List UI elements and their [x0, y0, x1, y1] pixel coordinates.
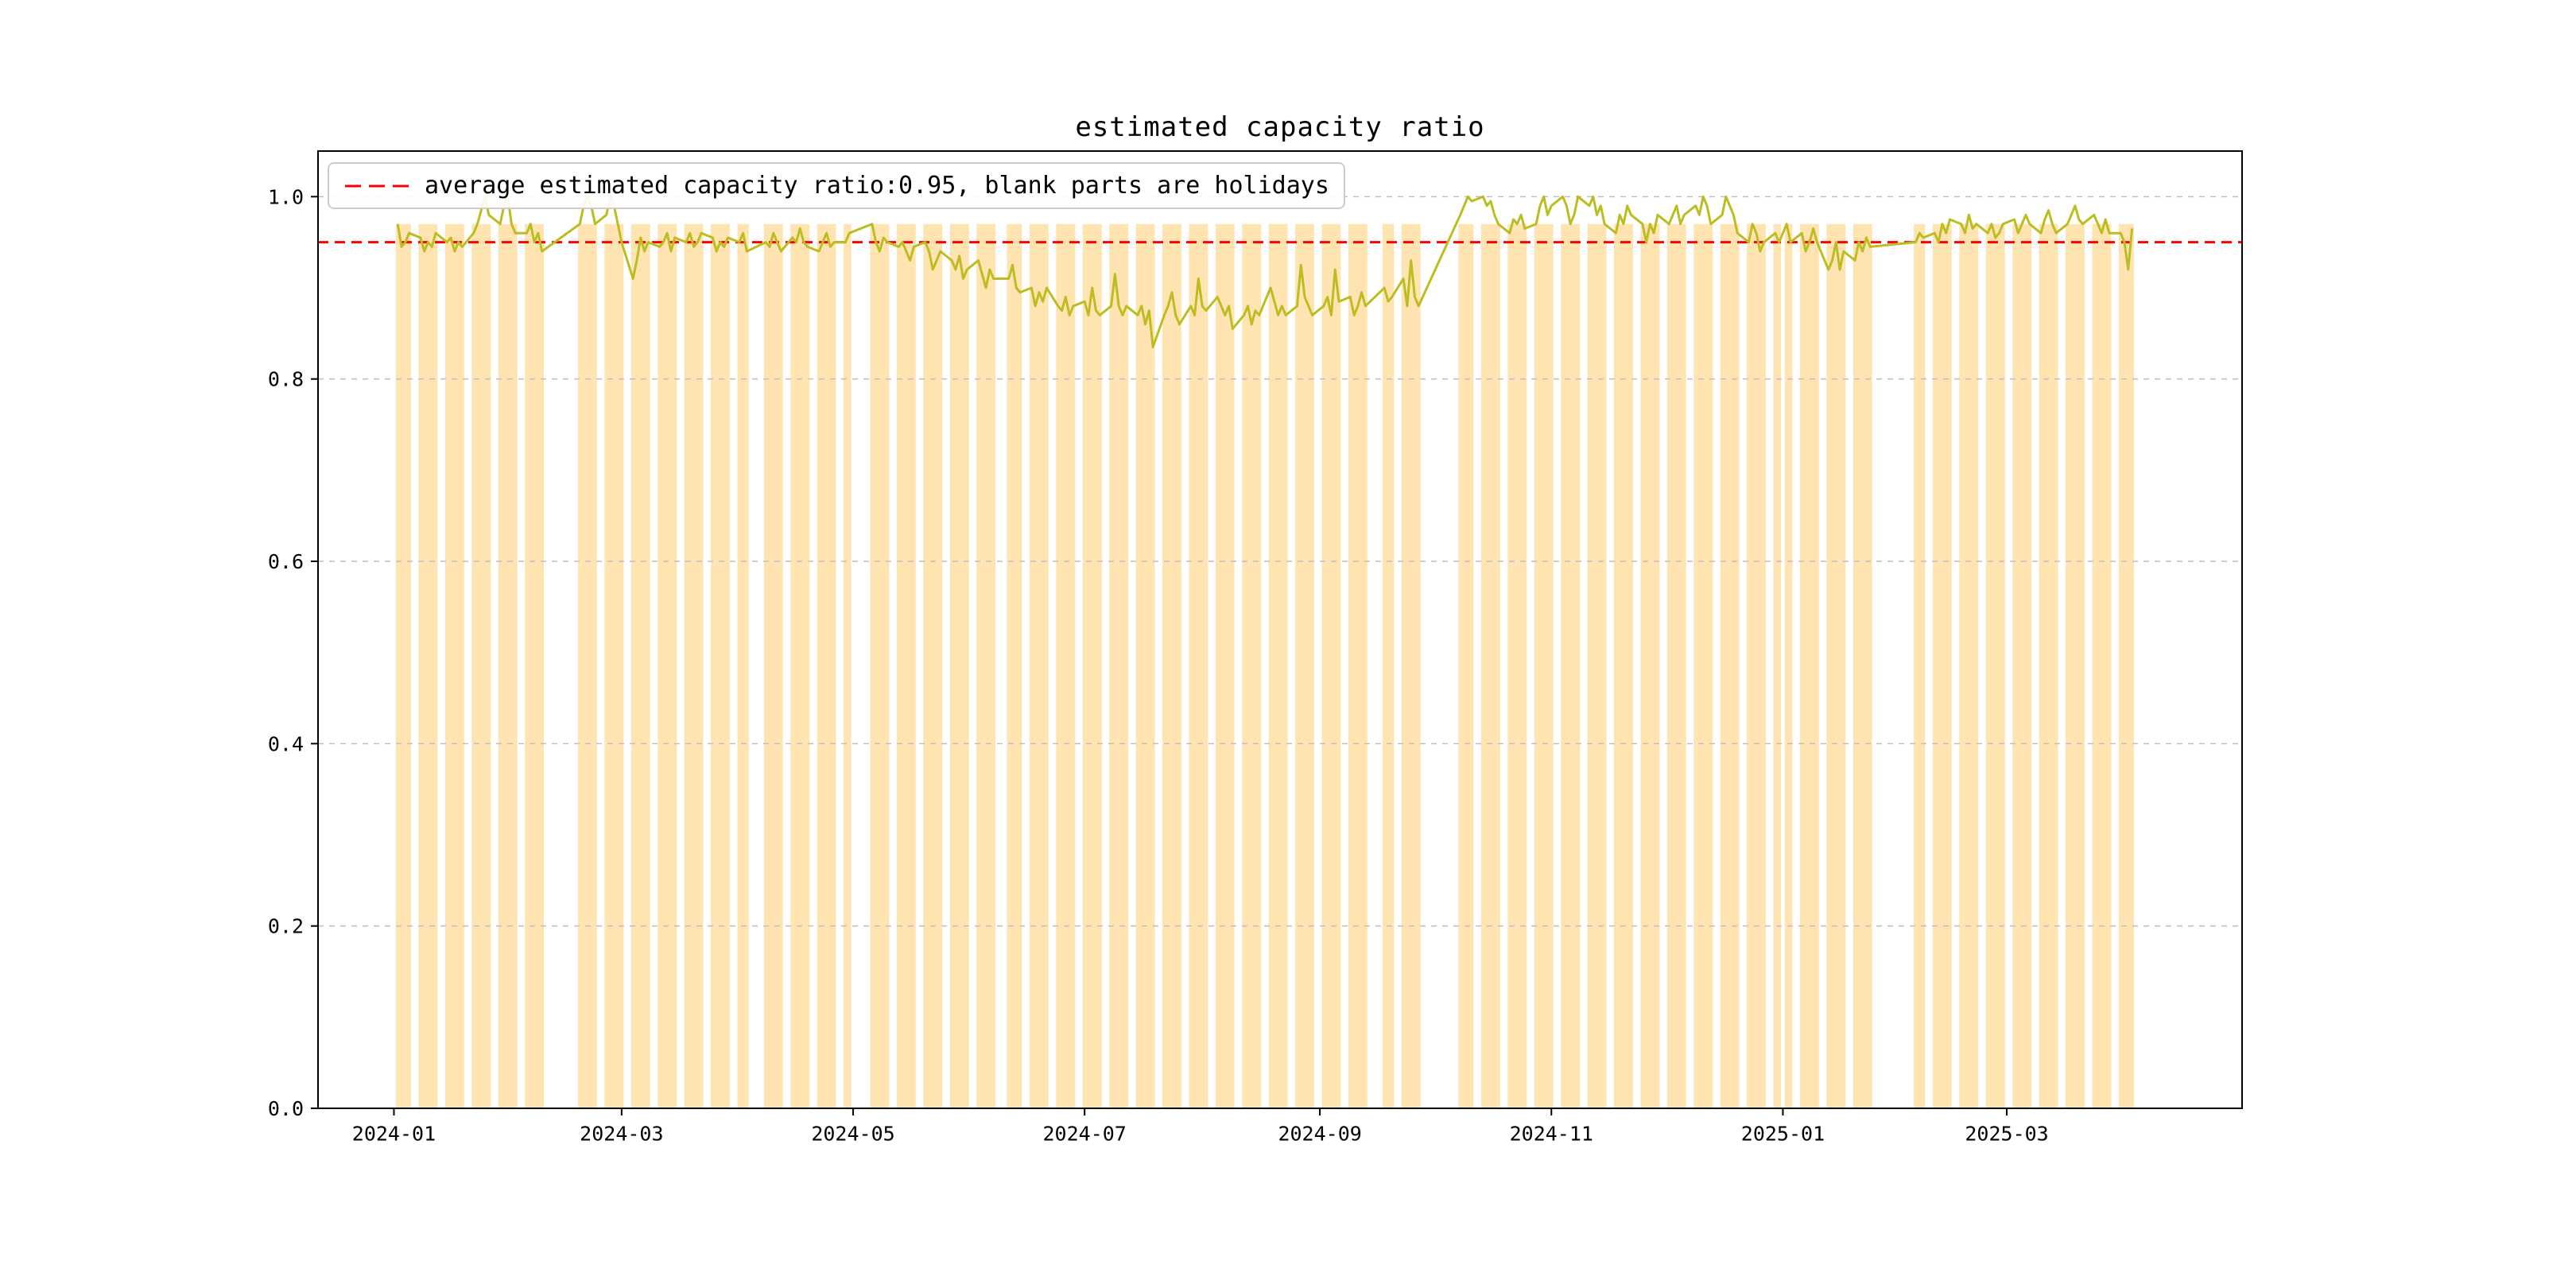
x-tick-label: 2025-03	[1965, 1122, 2048, 1145]
working-days-bar	[1799, 223, 1819, 1108]
working-days-bar	[1215, 223, 1235, 1108]
working-days-bar	[395, 223, 411, 1108]
x-tick-label: 2024-09	[1278, 1122, 1361, 1145]
working-days-bar	[1666, 223, 1686, 1108]
working-days-bar	[1109, 223, 1129, 1108]
working-days-bar	[444, 223, 464, 1108]
working-days-bar	[577, 223, 597, 1108]
working-days-bar	[790, 223, 810, 1108]
working-days-bar	[1959, 223, 1979, 1108]
working-days-bar	[976, 223, 996, 1108]
working-days-bar	[471, 223, 491, 1108]
working-days-bar	[2092, 223, 2112, 1108]
capacity-ratio-line	[396, 195, 2134, 349]
working-days-bar	[870, 223, 890, 1108]
working-days-bar	[1914, 223, 1926, 1108]
legend-sample-svg	[345, 184, 409, 188]
working-days-bar	[949, 223, 969, 1108]
working-days-bar	[1401, 223, 1421, 1108]
working-days-bar	[1507, 223, 1527, 1108]
working-days-bar	[658, 223, 677, 1108]
working-days-bar	[604, 223, 624, 1108]
working-days-bar	[1614, 223, 1633, 1108]
working-days-bar	[1773, 223, 1782, 1108]
working-days-bar	[1561, 223, 1581, 1108]
y-tick-label: 0.4	[268, 732, 304, 755]
working-days-bar	[1189, 223, 1208, 1108]
x-tick-label: 2024-03	[580, 1122, 663, 1145]
y-tick-label: 0.8	[268, 368, 304, 391]
working-days-bar	[737, 223, 749, 1108]
working-days-bar	[1534, 223, 1554, 1108]
working-days-bar	[763, 223, 783, 1108]
working-days-bar	[1932, 223, 1952, 1108]
working-days-bar	[1458, 223, 1474, 1108]
x-tick-label: 2024-01	[352, 1122, 436, 1145]
working-days-bar	[1162, 223, 1181, 1108]
chart-title: estimated capacity ratio	[1075, 111, 1485, 143]
working-days-bar	[711, 223, 730, 1108]
plot-border	[317, 150, 2243, 1109]
working-days-bar	[525, 223, 545, 1108]
working-days-bar	[1985, 223, 2005, 1108]
working-days-bar	[1242, 223, 1262, 1108]
x-tick-label: 2024-11	[1510, 1122, 1593, 1145]
x-tick-label: 2024-07	[1043, 1122, 1127, 1145]
y-tick-label: 0.0	[268, 1097, 304, 1120]
working-days-bar	[1056, 223, 1076, 1108]
working-days-bar	[1029, 223, 1049, 1108]
working-days-bar	[498, 223, 518, 1108]
working-days-bar	[896, 223, 916, 1108]
working-days-bar	[1135, 223, 1155, 1108]
working-days-bar	[2039, 223, 2058, 1108]
y-tick-label: 0.6	[268, 550, 304, 573]
working-days-bar	[1693, 223, 1713, 1108]
working-days-bar	[2012, 223, 2032, 1108]
working-days-bar	[630, 223, 650, 1108]
working-days-bar	[1784, 223, 1793, 1108]
working-days-bar	[1852, 223, 1872, 1108]
working-days-bar	[1640, 223, 1660, 1108]
working-days-bar	[1295, 223, 1314, 1108]
working-days-bar	[2066, 223, 2085, 1108]
working-days-bar	[923, 223, 943, 1108]
working-days-bar	[1587, 223, 1607, 1108]
x-tick-label: 2024-05	[811, 1122, 894, 1145]
working-days-bar	[1348, 223, 1368, 1108]
y-tick-label: 1.0	[268, 185, 304, 208]
working-days-bar	[1268, 223, 1288, 1108]
working-days-bar	[1480, 223, 1500, 1108]
working-days-bar	[1007, 223, 1022, 1108]
working-days-bar	[1321, 223, 1341, 1108]
working-days-bar	[1382, 223, 1395, 1108]
working-days-bar	[1082, 223, 1102, 1108]
working-days-bar	[684, 223, 704, 1108]
x-tick-label: 2025-01	[1741, 1122, 1825, 1145]
working-days-bar	[844, 223, 852, 1108]
working-days-bar	[418, 223, 438, 1108]
working-days-bar	[817, 223, 836, 1108]
working-days-bar	[2118, 223, 2134, 1108]
working-days-bar	[1747, 223, 1766, 1108]
legend-dashed-line-icon	[343, 182, 410, 189]
legend-label: average estimated capacity ratio:0.95, b…	[425, 172, 1329, 200]
y-tick-label: 0.2	[268, 915, 304, 938]
working-days-bar	[1826, 223, 1846, 1108]
legend-box: average estimated capacity ratio:0.95, b…	[328, 162, 1345, 209]
working-days-bar	[1720, 223, 1740, 1108]
